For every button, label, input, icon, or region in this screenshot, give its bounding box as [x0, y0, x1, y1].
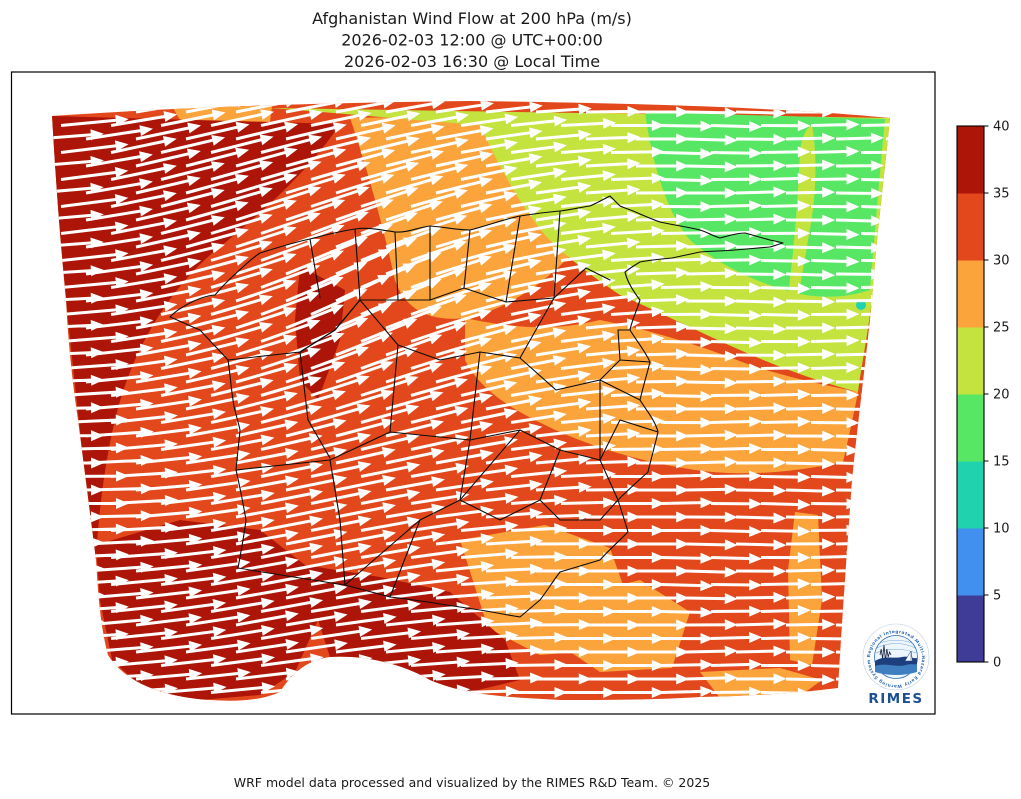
- footer-credit: WRF model data processed and visualized …: [234, 775, 710, 790]
- rimes-logo: Regional Integrated Multi-Hazard Early W…: [862, 623, 930, 707]
- title-line-1: Afghanistan Wind Flow at 200 hPa (m/s): [312, 9, 632, 28]
- colorbar-tick-label: 25: [993, 321, 1010, 336]
- colorbar-tick-label: 30: [993, 254, 1010, 269]
- colorbar-segment-0-5: [957, 595, 984, 663]
- map-axes-frame: [10, 71, 936, 715]
- colorbar-segment-35-40: [957, 126, 984, 194]
- speed-region: [295, 266, 345, 400]
- speed-region: [788, 125, 816, 300]
- colorbar-tick-label: 40: [993, 120, 1010, 135]
- title-line-3: 2026-02-03 16:30 @ Local Time: [344, 52, 600, 71]
- logo-sail: [904, 650, 913, 662]
- speed-region: [788, 512, 822, 665]
- colorbar-tick-label: 15: [993, 455, 1010, 470]
- wind-speed-field: [52, 101, 890, 701]
- country-outline: [169, 195, 784, 618]
- colorbar-segment-5-10: [957, 528, 984, 596]
- logo-emblem: [874, 635, 918, 679]
- colorbar-tick-label: 0: [993, 656, 1001, 671]
- province-boundaries: [169, 195, 784, 618]
- title-line-2: 2026-02-03 12:00 @ UTC+00:00: [341, 31, 603, 50]
- colorbar-tick-label: 5: [993, 589, 1001, 604]
- colorbar: 0 5 10 15 20 25 30 35 40: [956, 120, 1010, 671]
- colorbar-segment-25-30: [957, 260, 984, 328]
- colorbar-segment-30-35: [957, 193, 984, 261]
- logo-wave-light: [875, 664, 917, 675]
- colorbar-tick-label: 20: [993, 388, 1010, 403]
- colorbar-tick-label: 10: [993, 522, 1010, 537]
- speed-region-speck: [856, 300, 866, 310]
- colorbar-segment-15-20: [957, 394, 984, 462]
- logo-wordmark: RIMES: [868, 691, 923, 707]
- colorbar-tick-label: 35: [993, 187, 1010, 202]
- figure-title: Afghanistan Wind Flow at 200 hPa (m/s) 2…: [312, 9, 632, 71]
- colorbar-segment-20-25: [957, 327, 984, 395]
- colorbar-segment-10-15: [957, 461, 984, 529]
